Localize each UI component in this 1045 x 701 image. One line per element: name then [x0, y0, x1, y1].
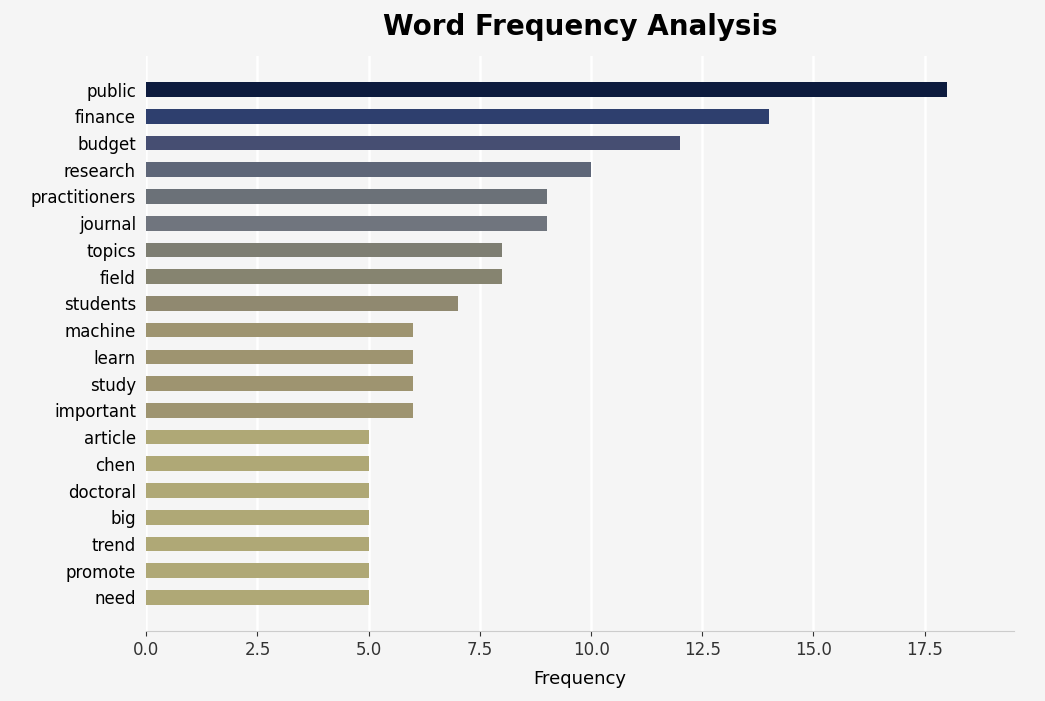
Bar: [146, 296, 458, 311]
Bar: [146, 590, 369, 605]
Title: Word Frequency Analysis: Word Frequency Analysis: [382, 13, 777, 41]
Bar: [146, 82, 947, 97]
Bar: [146, 564, 369, 578]
X-axis label: Frequency: Frequency: [534, 669, 626, 688]
Bar: [146, 456, 369, 471]
Bar: [146, 483, 369, 498]
Bar: [146, 350, 413, 365]
Bar: [146, 216, 547, 231]
Bar: [146, 109, 769, 123]
Bar: [146, 536, 369, 551]
Bar: [146, 376, 413, 391]
Bar: [146, 243, 503, 257]
Bar: [146, 189, 547, 204]
Bar: [146, 430, 369, 444]
Bar: [146, 322, 413, 337]
Bar: [146, 510, 369, 524]
Bar: [146, 403, 413, 418]
Bar: [146, 269, 503, 284]
Bar: [146, 136, 680, 151]
Bar: [146, 163, 591, 177]
